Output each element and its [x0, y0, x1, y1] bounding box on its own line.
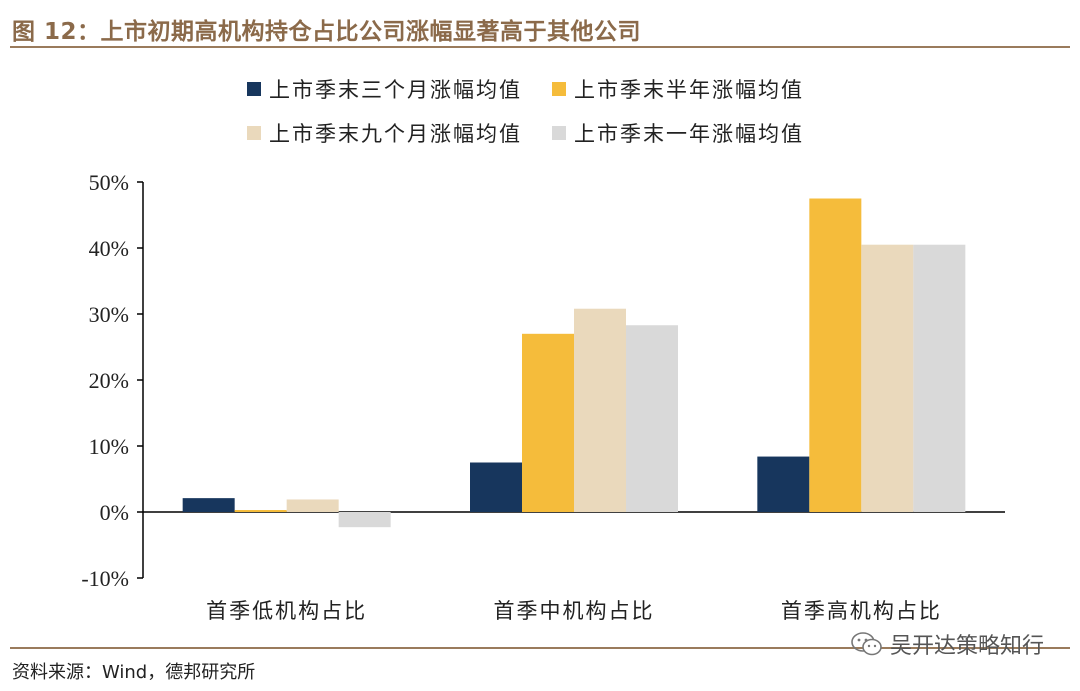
y-tick-label: 20%: [89, 368, 129, 393]
legend-label: 上市季末三个月涨幅均值: [269, 78, 522, 102]
bars: [182, 198, 966, 528]
bar-1-2: [470, 462, 522, 512]
watermark: 吴开达策略知行: [850, 628, 1044, 660]
legend-swatch: [247, 82, 261, 96]
x-axis: 首季低机构占比 首季中机构占比 首季高机构占比: [143, 511, 1005, 623]
bar-3-2: [574, 308, 626, 512]
legend-swatch: [552, 126, 566, 140]
bar-4-3: [913, 244, 966, 512]
x-category-label: 首季高机构占比: [781, 599, 942, 623]
x-category-label: 首季低机构占比: [206, 599, 367, 623]
bar-3-1: [286, 499, 339, 512]
y-tick-label: 30%: [89, 302, 129, 327]
legend-swatch: [247, 126, 261, 140]
y-tick-label: -10%: [81, 566, 129, 591]
bar-4-2: [626, 325, 678, 512]
bottom-divider: [10, 647, 1070, 649]
legend-label: 上市季末九个月涨幅均值: [269, 122, 522, 146]
top-divider: [10, 46, 1070, 48]
y-tick-label: 40%: [89, 236, 129, 261]
watermark-text: 吴开达策略知行: [889, 634, 1044, 659]
wechat-icon: [851, 632, 882, 656]
legend-label: 上市季末半年涨幅均值: [574, 78, 804, 102]
y-axis: -10% 0% 10% 20% 30% 40% 50%: [81, 170, 144, 591]
bar-1-3: [757, 456, 810, 512]
legend-label: 上市季末一年涨幅均值: [574, 122, 804, 146]
y-tick-label: 10%: [89, 434, 129, 459]
y-tick-label: 0%: [100, 500, 129, 525]
source-note: 资料来源：Wind，德邦研究所: [12, 662, 256, 683]
bar-1-1: [182, 498, 235, 512]
bar-3-3: [861, 244, 914, 512]
chart-title: 图 12：上市初期高机构持仓占比公司涨幅显著高于其他公司: [12, 19, 642, 45]
x-category-label: 首季中机构占比: [494, 599, 655, 623]
legend-swatch: [552, 82, 566, 96]
bar-2-1: [234, 510, 287, 512]
bar-2-2: [522, 333, 574, 512]
bar-4-1: [338, 512, 391, 528]
y-tick-label: 50%: [89, 170, 129, 195]
bar-2-3: [809, 198, 862, 512]
